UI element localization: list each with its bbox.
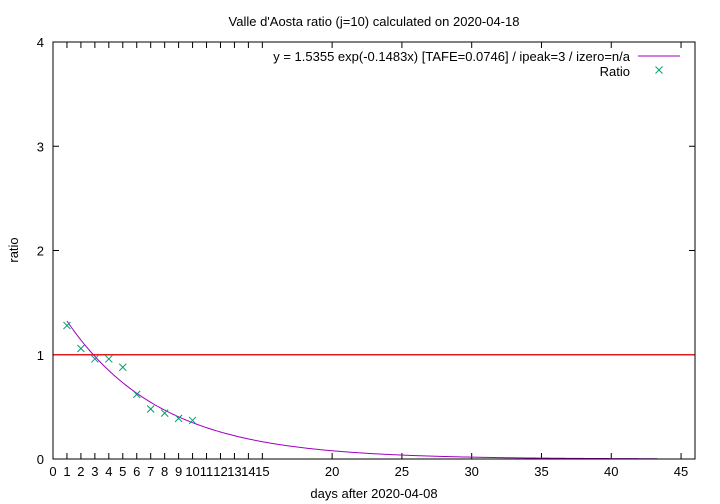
legend: y = 1.5355 exp(-0.1483x) [TAFE=0.0746] /… xyxy=(273,49,680,79)
plot-frame xyxy=(52,41,696,460)
y-tick-label: 2 xyxy=(37,244,44,259)
x-tick-label: 6 xyxy=(133,464,140,479)
x-tick-label: 4 xyxy=(105,464,112,479)
ratio-point xyxy=(188,416,197,425)
x-tick-label: 30 xyxy=(464,464,478,479)
x-tick-label: 14 xyxy=(241,464,255,479)
y-tick-label: 0 xyxy=(37,452,44,467)
ratio-point xyxy=(132,390,141,399)
ratio-point xyxy=(104,355,113,363)
x-tick-label: 7 xyxy=(147,464,154,479)
x-tick-label: 9 xyxy=(175,464,182,479)
x-tick-label: 20 xyxy=(325,464,339,479)
y-tick-label: 4 xyxy=(37,35,44,50)
y-tick-label: 1 xyxy=(37,348,44,363)
ratio-point xyxy=(91,355,99,363)
fit-curve xyxy=(66,320,658,460)
x-tick-label: 8 xyxy=(161,464,168,479)
ratio-point xyxy=(174,414,183,423)
ratio-point xyxy=(77,344,85,353)
x-tick-label: 40 xyxy=(604,464,618,479)
ratio-point xyxy=(63,321,71,330)
ratio-point xyxy=(118,363,127,372)
ratio-point xyxy=(160,409,169,417)
x-tick-label: 1 xyxy=(63,464,70,479)
x-tick-label: 0 xyxy=(49,464,56,479)
x-tick-label: 11 xyxy=(200,464,214,479)
legend-marker-ratio xyxy=(655,66,663,74)
chart-title: Valle d'Aosta ratio (j=10) calculated on… xyxy=(229,14,520,29)
ratio-point xyxy=(146,405,155,413)
y-tick-label: 3 xyxy=(37,139,44,154)
legend-sample-ratio xyxy=(655,66,663,74)
x-tick-label: 25 xyxy=(395,464,409,479)
plot-data xyxy=(53,320,695,460)
y-axis-label: ratio xyxy=(6,237,21,262)
legend-label-fit: y = 1.5355 exp(-0.1483x) [TAFE=0.0746] /… xyxy=(273,49,631,64)
x-tick-label: 2 xyxy=(77,464,84,479)
x-tick-label: 3 xyxy=(91,464,98,479)
x-tick-label: 13 xyxy=(227,464,241,479)
x-tick-label: 45 xyxy=(674,464,688,479)
x-tick-label: 35 xyxy=(534,464,548,479)
x-tick-labels: 0 1 2 3 4 5 6 7 8 9 10 11 12 13 14 15 20 25 30 35 40 45 xyxy=(49,464,688,479)
x-tick-label: 5 xyxy=(119,464,126,479)
x-tick-label: 12 xyxy=(213,464,227,479)
y-tick-labels: 0 1 2 3 4 xyxy=(37,35,44,467)
x-tick-label: 10 xyxy=(185,464,199,479)
x-tick-label: 15 xyxy=(255,464,269,479)
legend-label-ratio: Ratio xyxy=(600,64,630,79)
tick-marks xyxy=(52,41,695,460)
x-axis-label: days after 2020-04-08 xyxy=(310,486,437,501)
